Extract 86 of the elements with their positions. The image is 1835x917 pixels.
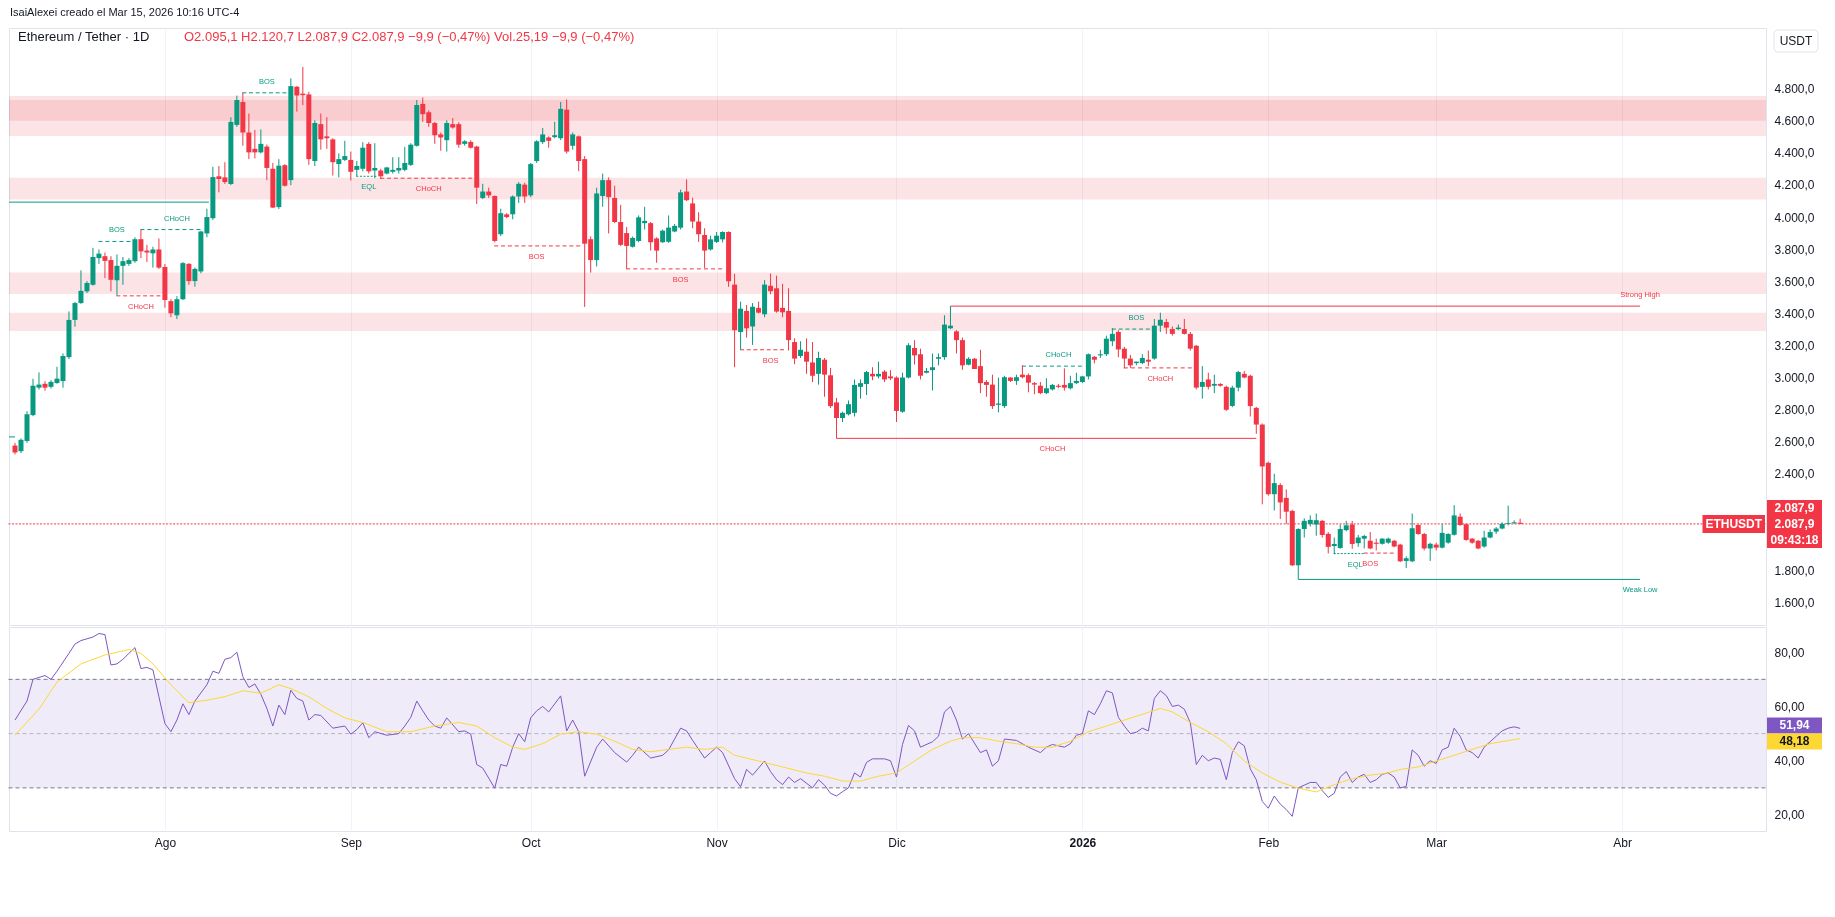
- y-tick-label: 4.400,0: [1774, 146, 1815, 161]
- y-tick-label: 2.800,0: [1774, 403, 1815, 418]
- text: USDT: [1779, 34, 1813, 48]
- y-tick-label: 20,00: [1774, 808, 1805, 823]
- y-tick-label: 2.400,0: [1774, 467, 1815, 482]
- candlestick: [522, 182, 528, 204]
- y-tick-label: 4.800,0: [1774, 82, 1815, 97]
- candlestick: [606, 176, 612, 234]
- candlestick: [684, 178, 690, 202]
- y-tick-label: 40,00: [1774, 754, 1805, 769]
- line-series: [14, 649, 1521, 793]
- candlestick: [744, 304, 750, 339]
- y-tick-label: 4.600,0: [1774, 114, 1815, 129]
- text: 51,94: [1779, 718, 1810, 733]
- line-series: [14, 633, 1521, 817]
- candlestick: [792, 337, 798, 365]
- candlestick: [738, 301, 744, 351]
- candlestick: [114, 253, 120, 297]
- candlestick: [1505, 505, 1511, 526]
- y-tick-label: 60,00: [1774, 699, 1805, 714]
- candlestick: [1157, 312, 1163, 333]
- y-tick-label: 1.800,0: [1774, 563, 1815, 578]
- candlestick: [1511, 519, 1517, 525]
- chart-subtitle: O2.095,1 H2.120,7 L2.087,9 C2.087,9 −9,9 (−0,47%) Vol.25,19 −9,9 (−0,47%): [184, 29, 635, 44]
- y-tick-label: 2.600,0: [1774, 435, 1815, 450]
- candlestick: [174, 295, 180, 320]
- text: 09:43:18: [1770, 532, 1819, 547]
- candlestick: [1235, 370, 1241, 392]
- x-tick-label: Ago: [154, 835, 177, 850]
- candlestick: [516, 181, 522, 204]
- x-tick-label: Nov: [706, 835, 728, 850]
- candlestick: [144, 244, 150, 263]
- candlestick: [816, 351, 822, 386]
- candlestick: [282, 163, 288, 188]
- y-tick-label: 4.000,0: [1774, 210, 1815, 225]
- y-tick-label: 3.000,0: [1774, 371, 1815, 386]
- candlestick: [444, 119, 450, 153]
- candlestick: [690, 197, 696, 229]
- candlestick: [186, 262, 192, 286]
- candlestick: [1085, 352, 1091, 380]
- x-tick-label: Sep: [340, 835, 363, 850]
- candlestick: [1253, 406, 1259, 435]
- candlestick: [78, 269, 84, 305]
- y-tick-label: 3.200,0: [1774, 338, 1815, 353]
- candlestick: [498, 208, 504, 237]
- ref-line-label: ETHUSDT: [1705, 516, 1763, 531]
- candlestick: [150, 246, 156, 269]
- chart-title: Ethereum / Tether · 1D: [18, 29, 150, 44]
- x-tick-label: Oct: [521, 835, 542, 850]
- candlestick: [264, 144, 270, 181]
- text: 2.087,9: [1774, 500, 1815, 515]
- candlestick: [989, 374, 995, 410]
- x-tick-label: Mar: [1426, 835, 1448, 850]
- candlestick: [42, 380, 48, 392]
- y-tick-label: 4.200,0: [1774, 178, 1815, 193]
- candlestick: [330, 137, 336, 176]
- y-tick-label: 80,00: [1774, 645, 1805, 660]
- y-tick-label: 3.800,0: [1774, 242, 1815, 257]
- x-tick-label: Dic: [888, 835, 906, 850]
- text: 48,18: [1779, 734, 1810, 749]
- text: 2.087,9: [1774, 516, 1815, 531]
- candlestick: [138, 229, 144, 259]
- x-tick-label: Abr: [1613, 835, 1632, 850]
- x-tick-label: Feb: [1258, 835, 1280, 850]
- candlestick: [1271, 473, 1277, 512]
- y-tick-label: 1.600,0: [1774, 595, 1815, 610]
- candlestick: [1223, 385, 1229, 412]
- y-tick-label: 3.400,0: [1774, 306, 1815, 321]
- candlestick: [696, 211, 702, 243]
- text: IsaiAlexei creado el Mar 15, 2026 10:16 UTC-4: [10, 6, 240, 18]
- candlestick: [750, 302, 756, 346]
- candlestick: [1211, 374, 1217, 394]
- candlestick: [929, 352, 935, 392]
- candlestick: [953, 329, 959, 354]
- candlestick: [1115, 329, 1121, 358]
- y-tick-label: 3.600,0: [1774, 274, 1815, 289]
- candlestick: [1229, 385, 1235, 408]
- candlestick: [822, 357, 828, 398]
- candlestick: [1199, 365, 1205, 400]
- candlestick: [258, 128, 264, 154]
- x-tick-label: 2026: [1069, 835, 1097, 850]
- candlestick: [804, 337, 810, 375]
- candlestick: [72, 301, 78, 328]
- candlestick: [510, 194, 516, 220]
- candlestick: [348, 151, 354, 181]
- candlestick: [810, 341, 816, 383]
